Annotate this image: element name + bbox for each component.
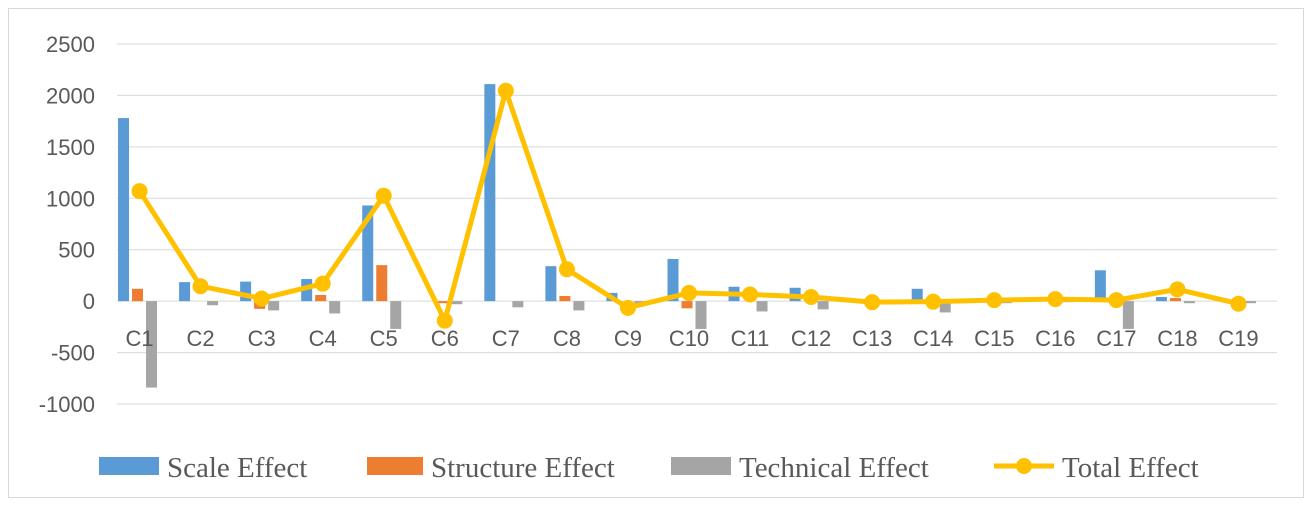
legend-label-total-effect: Total Effect: [1062, 452, 1199, 484]
x-tick-label: C11: [731, 326, 770, 351]
bar-technical-effect: [329, 301, 341, 314]
y-tick-label: -1000: [39, 392, 95, 417]
y-tick-label: 0: [83, 289, 95, 314]
total-effect-point: [864, 294, 881, 311]
bar-scale-effect: [362, 205, 374, 302]
total-effect-point: [925, 293, 942, 310]
total-effect-point: [375, 187, 392, 204]
x-tick-label: C1: [125, 326, 153, 351]
x-tick-label: C18: [1157, 326, 1197, 351]
total-effect-point: [314, 275, 331, 292]
bar-structure-effect: [437, 301, 449, 304]
total-effect-point: [1047, 291, 1064, 308]
bar-structure-effect: [132, 288, 144, 302]
total-effect-point: [192, 278, 209, 295]
bar-technical-effect: [695, 301, 707, 329]
total-effect-point: [253, 290, 270, 307]
total-effect-point: [436, 312, 453, 329]
x-tick-label: C8: [553, 326, 581, 351]
x-tick-label: C19: [1218, 326, 1258, 351]
chart-svg: 2500 2000 1500 1000 500 0 -500 -1000 C1 C2 C3 C4 C5…: [39, 32, 1277, 484]
y-tick-label: 500: [58, 238, 95, 263]
x-tick-label: C6: [431, 326, 459, 351]
legend-label-structure-effect: Structure Effect: [431, 452, 615, 484]
x-tick-label: C13: [852, 326, 892, 351]
y-tick-label: 1000: [46, 186, 95, 211]
x-tick-label: C2: [187, 326, 215, 351]
total-effect-point: [1230, 295, 1247, 312]
total-effect-point: [1169, 281, 1186, 298]
legend-swatch-scale-effect: [99, 457, 159, 475]
legend-swatch-structure-effect: [367, 457, 423, 475]
x-tick-label: C12: [791, 326, 831, 351]
bar-technical-effect: [1244, 301, 1256, 304]
bar-technical-effect: [146, 301, 158, 388]
bar-scale-effect: [484, 84, 496, 302]
total-effect-point: [681, 284, 697, 301]
total-effect-point: [497, 82, 514, 99]
bar-structure-effect: [681, 301, 693, 309]
bar-technical-effect: [268, 301, 280, 311]
y-tick-label: 1500: [46, 135, 95, 160]
x-tick-label: C5: [370, 326, 398, 351]
bar-technical-effect: [451, 301, 463, 305]
bar-technical-effect: [390, 301, 402, 329]
bar-technical-effect: [817, 301, 829, 310]
bar-scale-effect: [911, 288, 923, 302]
x-tick-label: C9: [614, 326, 642, 351]
bar-technical-effect: [512, 301, 524, 308]
x-tick-label: C16: [1035, 326, 1075, 351]
bar-technical-effect: [756, 301, 768, 312]
bar-scale-effect: [240, 281, 252, 302]
x-axis-ticks: C1 C2 C3 C4 C5 C6 C7 C8 C9 C10 C11 C12 C13 C14 C15 C16 C…: [125, 326, 1258, 351]
x-tick-label: C3: [248, 326, 276, 351]
total-effect-point: [558, 261, 575, 278]
bar-technical-effect: [573, 301, 585, 311]
legend-marker-total-effect: [1016, 458, 1032, 474]
chart-frame: 2500 2000 1500 1000 500 0 -500 -1000 C1 C2 C3 C4 C5…: [8, 8, 1304, 498]
bar-scale-effect: [667, 258, 679, 302]
bar-technical-effect: [1183, 301, 1195, 304]
bar-technical-effect: [1122, 301, 1134, 329]
total-effect-point: [1108, 292, 1125, 309]
bar-scale-effect: [1155, 297, 1167, 302]
x-tick-label: C14: [913, 326, 953, 351]
x-tick-label: C4: [309, 326, 337, 351]
x-tick-label: C15: [974, 326, 1014, 351]
total-effect-point: [742, 286, 759, 303]
bar-scale-effect: [545, 266, 557, 302]
bar-structure-effect: [1169, 298, 1181, 302]
x-tick-label: C17: [1096, 326, 1136, 351]
y-axis-ticks: 2500 2000 1500 1000 500 0 -500 -1000: [39, 32, 95, 417]
legend-label-scale-effect: Scale Effect: [167, 452, 307, 484]
bar-scale-effect: [118, 118, 130, 302]
x-tick-label: C7: [492, 326, 520, 351]
total-effect-point: [131, 183, 148, 200]
bar-structure-effect: [376, 265, 388, 302]
legend-label-technical-effect: Technical Effect: [739, 452, 929, 484]
bar-technical-effect: [207, 301, 219, 306]
y-tick-label: 2500: [46, 32, 95, 57]
total-effect-point: [803, 289, 820, 306]
bar-structure-effect: [315, 294, 327, 302]
legend: Scale Effect Structure Effect Technical Ef…: [99, 452, 1199, 484]
y-tick-label: -500: [51, 341, 95, 366]
total-effect-point: [619, 299, 636, 316]
bar-scale-effect: [179, 282, 191, 302]
y-tick-label: 2000: [46, 83, 95, 108]
legend-swatch-technical-effect: [671, 457, 731, 475]
bar-structure-effect: [559, 296, 571, 302]
bar-technical-effect: [939, 301, 951, 313]
total-effect-point: [986, 292, 1003, 309]
x-tick-label: C10: [669, 326, 709, 351]
total-effect-line: [131, 82, 1247, 329]
bar-scale-effect: [1094, 270, 1106, 302]
